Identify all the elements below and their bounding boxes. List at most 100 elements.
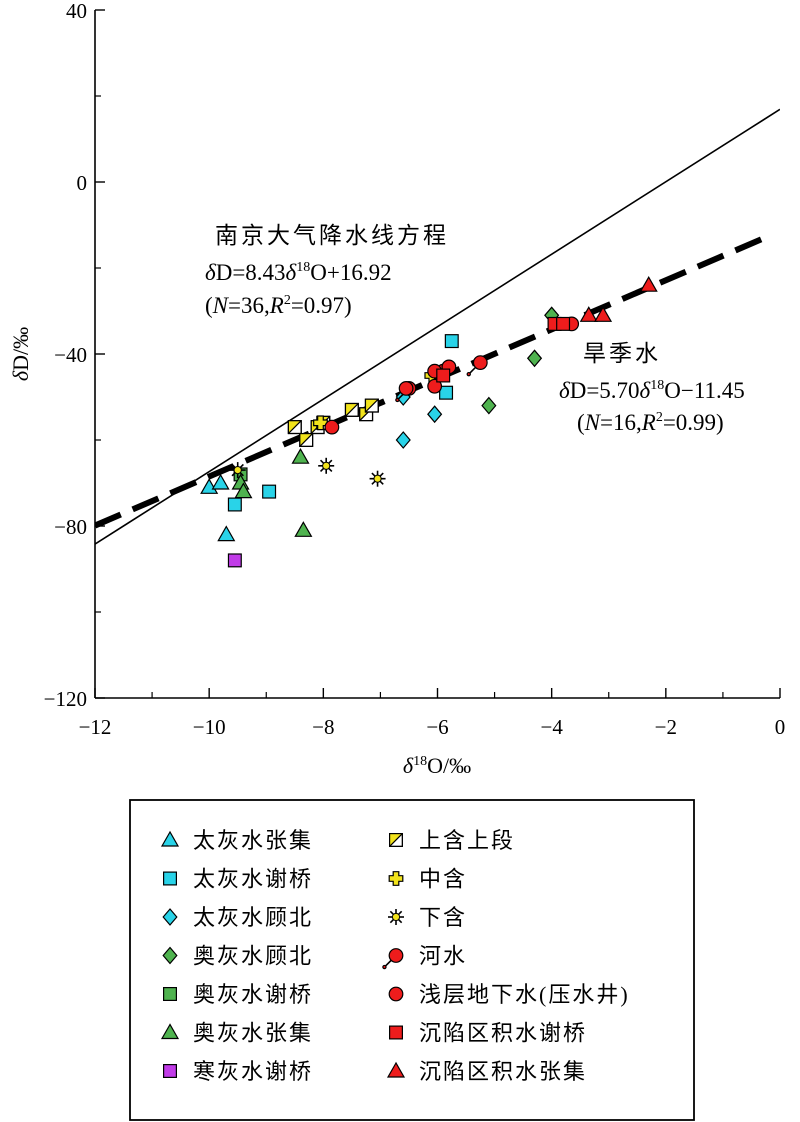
x-tick-label: 0 [775,715,786,739]
legend-label: 下含 [419,905,467,930]
legend-marker [388,871,404,886]
legend-item: 奥灰水顾北 [162,944,313,969]
axis-tick-labels: −12 −10 −8 −6 −4 −2 0 −120 −80 −40 0 40 [44,0,786,739]
data-point [291,447,310,464]
data-point [594,306,613,322]
data-point [313,415,328,431]
legend-label: 太灰水张集 [193,828,313,853]
data-point [299,433,314,448]
data-point [466,355,488,377]
data-point [262,484,277,499]
data-point [444,334,459,349]
legend-marker [389,1025,404,1040]
data-point [369,470,386,487]
lmwl-equation: δD=8.43δ18O+16.92 [205,260,392,285]
x-tick-label: −12 [79,715,112,739]
legend-item: 沉陷区积水张集 [386,1059,587,1084]
data-point [211,473,230,490]
lmwl-title: 南京大气降水线方程 [215,223,449,248]
y-tick-label: −80 [54,515,87,539]
data-point [229,462,246,479]
data-point [436,368,451,383]
legend-marker [388,986,404,1002]
x-axis-title: δ18O/‰ [403,753,471,778]
x-tick-label: −10 [193,715,226,739]
legend-label: 奥灰水谢桥 [193,982,313,1007]
dry-season-equation: δD=5.70δ18O−11.45 [559,378,745,403]
data-point [227,553,242,568]
legend-item: 浅层地下水(压水井) [388,982,630,1007]
legend-label: 沉陷区积水张集 [419,1059,587,1084]
legend-item: 沉陷区积水谢桥 [389,1021,587,1046]
legend-item: 中含 [388,867,467,892]
data-point [427,405,443,424]
data-points [200,275,658,568]
legend-item: 奥灰水张集 [160,1021,313,1046]
legend-marker [162,946,178,965]
data-point [344,402,359,418]
y-axis-title: δD/‰ [8,327,33,381]
legend-label: 太灰水顾北 [193,905,313,930]
y-tick-label: 40 [66,0,87,23]
x-tick-label: −2 [655,715,677,739]
legend-marker [382,948,404,970]
legend-label: 奥灰水张集 [193,1021,313,1046]
data-point [439,385,454,400]
legend-marker [160,1023,180,1040]
dry-season-annotation: 旱季水 δD=5.70δ18O−11.45 (N=16,R2=0.99) [559,341,745,435]
legend-label: 上含上段 [419,828,515,853]
lmwl-annotation: 南京大气降水线方程 δD=8.43δ18O+16.92 (N=36,R2=0.9… [205,223,449,318]
data-point [324,419,340,435]
y-tick-label: −120 [44,687,87,711]
lmwl-stats: (N=36,R2=0.97) [205,293,352,318]
legend-marker [389,832,404,848]
x-tick-label: −6 [426,715,448,739]
legend-marker [160,830,180,847]
data-point [318,457,335,474]
legend-marker [162,908,178,926]
legend-item: 太灰水谢桥 [163,867,313,892]
legend-box [129,799,695,1121]
data-point [481,396,497,415]
legend-label: 浅层地下水(压水井) [419,982,630,1007]
data-point [556,316,571,331]
data-point [395,431,411,449]
legend-item: 太灰水顾北 [162,905,313,930]
legend-item: 寒灰水谢桥 [163,1059,313,1084]
data-point [398,381,414,396]
regression-lines [95,108,780,545]
data-point [200,478,219,494]
data-point [234,482,253,499]
y-tick-label: 0 [77,171,88,195]
legend-item: 下含 [388,905,467,930]
legend-label: 沉陷区积水谢桥 [419,1021,587,1046]
legend-marker [163,986,178,1001]
dry-season-title: 旱季水 [583,341,661,366]
legend-marker [163,871,178,886]
data-point [294,521,313,537]
data-point [639,275,658,292]
axis-ticks [94,9,781,699]
legend-marker [163,1063,178,1078]
legend-label: 太灰水谢桥 [193,867,313,892]
dry-season-stats: (N=16,R2=0.99) [577,410,724,435]
data-point [579,306,598,322]
legend-marker [386,1061,406,1078]
legend-label: 中含 [419,867,467,892]
data-point [364,398,379,413]
legend-marker [388,909,404,925]
x-tick-label: −4 [540,715,563,739]
legend-label: 河水 [419,944,467,969]
legend-label: 寒灰水谢桥 [193,1059,313,1084]
lmwl-line [95,108,780,545]
data-point [427,378,443,394]
legend-item: 河水 [382,944,467,970]
y-tick-label: −40 [54,343,87,367]
data-point [227,497,242,512]
legend-label: 奥灰水顾北 [193,944,313,969]
data-point [526,349,543,368]
data-point [287,420,302,435]
data-point [217,525,236,542]
